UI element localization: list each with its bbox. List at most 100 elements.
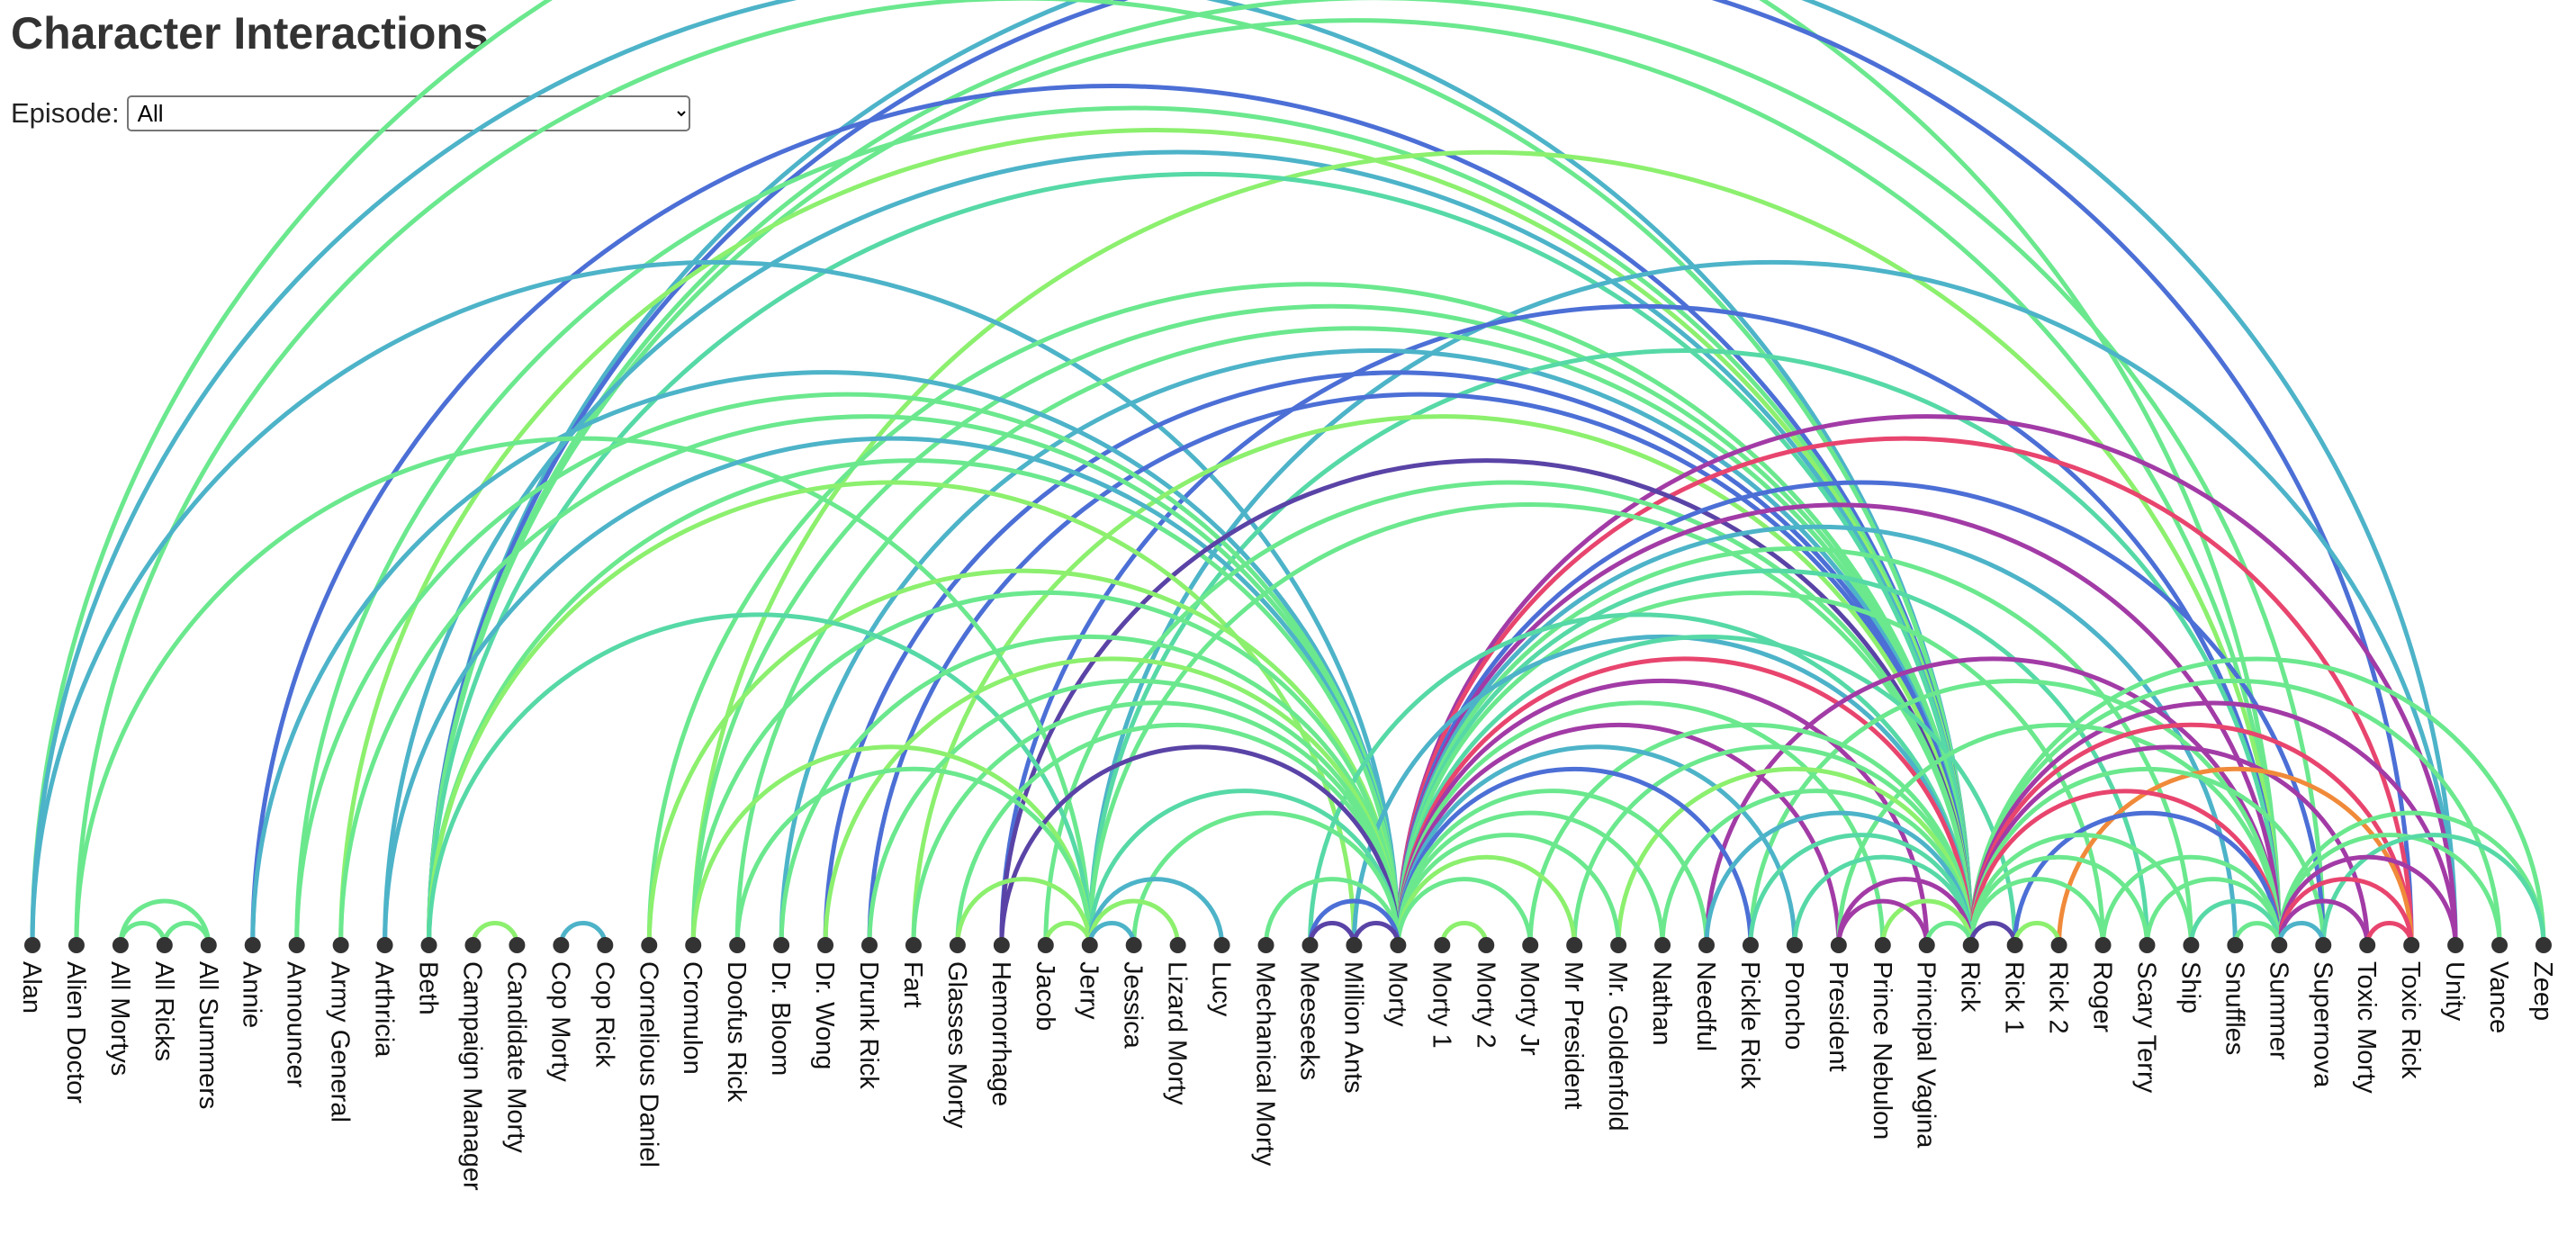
- node-label-snuffles: Snuffles: [2220, 961, 2248, 1055]
- arc-morty-morty-jr: [1395, 877, 1533, 948]
- arc-glasses-morty-morty: [955, 722, 1401, 948]
- node-label-alien-doctor: Alien Doctor: [61, 961, 90, 1104]
- arc-summer-vance: [2276, 833, 2502, 948]
- nodes-layer: [24, 937, 2552, 953]
- node-annie[interactable]: [244, 937, 261, 953]
- node-morty[interactable]: [1390, 937, 1407, 953]
- node-mr-president[interactable]: [1566, 937, 1583, 953]
- node-pickle-rick[interactable]: [1742, 937, 1759, 953]
- node-cornelious-daniel[interactable]: [641, 937, 658, 953]
- node-glasses-morty[interactable]: [949, 937, 966, 953]
- node-alien-doctor[interactable]: [68, 937, 85, 953]
- node-cop-morty[interactable]: [553, 937, 570, 953]
- node-ship[interactable]: [2183, 937, 2200, 953]
- node-morty-jr[interactable]: [1522, 937, 1539, 953]
- node-cromulon[interactable]: [685, 937, 702, 953]
- node-label-candidate-morty: Candidate Morty: [501, 961, 530, 1153]
- node-all-mortys[interactable]: [112, 937, 129, 953]
- node-jerry[interactable]: [1081, 937, 1098, 953]
- node-fart[interactable]: [905, 937, 922, 953]
- arc-rick-vance: [1968, 678, 2502, 948]
- node-campaign-manager[interactable]: [464, 937, 482, 953]
- node-army-general[interactable]: [332, 937, 349, 953]
- node-prince-nebulon[interactable]: [1874, 937, 1891, 953]
- node-dr-bloom[interactable]: [773, 937, 790, 953]
- arc-morty-summer: [1395, 502, 2282, 948]
- node-beth[interactable]: [420, 937, 437, 953]
- node-jessica[interactable]: [1125, 937, 1142, 953]
- node-alan[interactable]: [24, 937, 41, 953]
- arc-rick-1-summer: [2013, 810, 2282, 948]
- labels-layer: Alan Alien Doctor All Mortys All Ricks All S…: [17, 961, 2557, 1191]
- node-unity[interactable]: [2447, 937, 2464, 953]
- node-label-mr-president: Mr President: [1559, 961, 1588, 1109]
- node-nathan[interactable]: [1654, 937, 1671, 953]
- node-drunk-rick[interactable]: [861, 937, 878, 953]
- node-candidate-morty[interactable]: [509, 937, 526, 953]
- node-doofus-rick[interactable]: [729, 937, 746, 953]
- node-toxic-morty[interactable]: [2359, 937, 2376, 953]
- node-mechanical-morty[interactable]: [1257, 937, 1274, 953]
- arc-rick-roger: [1968, 877, 2106, 948]
- node-label-arthricia: Arthricia: [370, 961, 399, 1058]
- arc-summer-unity: [2276, 854, 2458, 948]
- node-lizard-morty[interactable]: [1169, 937, 1186, 953]
- node-label-ship: Ship: [2175, 961, 2204, 1014]
- node-scary-terry[interactable]: [2139, 937, 2156, 953]
- node-label-lizard-morty: Lizard Morty: [1163, 961, 1192, 1105]
- node-rick-2[interactable]: [2050, 937, 2067, 953]
- node-dr-wong[interactable]: [817, 937, 834, 953]
- node-meeseeks[interactable]: [1302, 937, 1319, 953]
- arc-all-mortys-all-summers: [118, 898, 212, 948]
- node-snuffles[interactable]: [2227, 937, 2244, 953]
- node-lucy[interactable]: [1213, 937, 1230, 953]
- arc-needful-rick: [1704, 811, 1974, 948]
- arc-prince-nebulon-rick: [1880, 899, 1974, 948]
- node-supernova[interactable]: [2315, 937, 2332, 953]
- node-summer[interactable]: [2271, 937, 2288, 953]
- node-label-doofus-rick: Doofus Rick: [722, 961, 751, 1103]
- node-zeep[interactable]: [2535, 937, 2552, 953]
- arc-morty-needful: [1395, 789, 1709, 948]
- node-cop-rick[interactable]: [597, 937, 614, 953]
- node-toxic-rick[interactable]: [2403, 937, 2420, 953]
- node-roger[interactable]: [2094, 937, 2112, 953]
- node-label-needful: Needful: [1691, 961, 1720, 1051]
- node-needful[interactable]: [1698, 937, 1715, 953]
- node-million-ants[interactable]: [1346, 937, 1363, 953]
- node-all-summers[interactable]: [200, 937, 217, 953]
- node-mr-goldenfold[interactable]: [1610, 937, 1627, 953]
- node-hemorrhage[interactable]: [993, 937, 1010, 953]
- node-label-jacob: Jacob: [1031, 961, 1059, 1031]
- node-rick-1[interactable]: [2006, 937, 2023, 953]
- node-arthricia[interactable]: [376, 937, 393, 953]
- page-title: Character Interactions: [11, 8, 489, 59]
- arc-meeseeks-morty: [1307, 898, 1401, 948]
- node-jacob[interactable]: [1037, 937, 1054, 953]
- arc-snuffles-summer: [2232, 921, 2282, 948]
- node-label-prince-nebulon: Prince Nebulon: [1868, 961, 1896, 1140]
- arc-rick-summer: [1968, 789, 2282, 948]
- arc-morty-principal-vagina: [1395, 678, 1930, 948]
- node-label-president: President: [1824, 961, 1852, 1072]
- node-label-rick-2: Rick 2: [2044, 961, 2073, 1034]
- arc-drunk-rick-morty: [867, 678, 1401, 948]
- arc-president-principal-vagina: [1836, 898, 1930, 948]
- arc-announcer-morty: [294, 392, 1401, 948]
- node-label-vance: Vance: [2484, 961, 2513, 1033]
- node-all-ricks[interactable]: [156, 937, 173, 953]
- node-rick[interactable]: [1962, 937, 1979, 953]
- node-poncho[interactable]: [1786, 937, 1803, 953]
- arc-mechanical-morty-morty: [1264, 877, 1401, 948]
- node-president[interactable]: [1830, 937, 1847, 953]
- node-label-morty-jr: Morty Jr: [1515, 961, 1544, 1056]
- arc-annie-morty: [250, 370, 1401, 948]
- node-vance[interactable]: [2491, 937, 2508, 953]
- node-label-glasses-morty: Glasses Morty: [942, 961, 971, 1129]
- node-label-lucy: Lucy: [1207, 961, 1236, 1017]
- node-announcer[interactable]: [288, 937, 305, 953]
- node-principal-vagina[interactable]: [1918, 937, 1935, 953]
- node-morty-1[interactable]: [1434, 937, 1451, 953]
- arc-jerry-morty: [1087, 789, 1401, 948]
- node-morty-2[interactable]: [1478, 937, 1495, 953]
